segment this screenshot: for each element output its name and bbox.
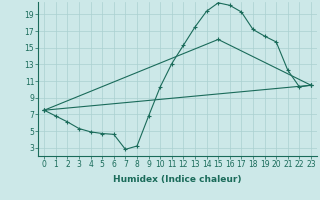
X-axis label: Humidex (Indice chaleur): Humidex (Indice chaleur) [113,175,242,184]
